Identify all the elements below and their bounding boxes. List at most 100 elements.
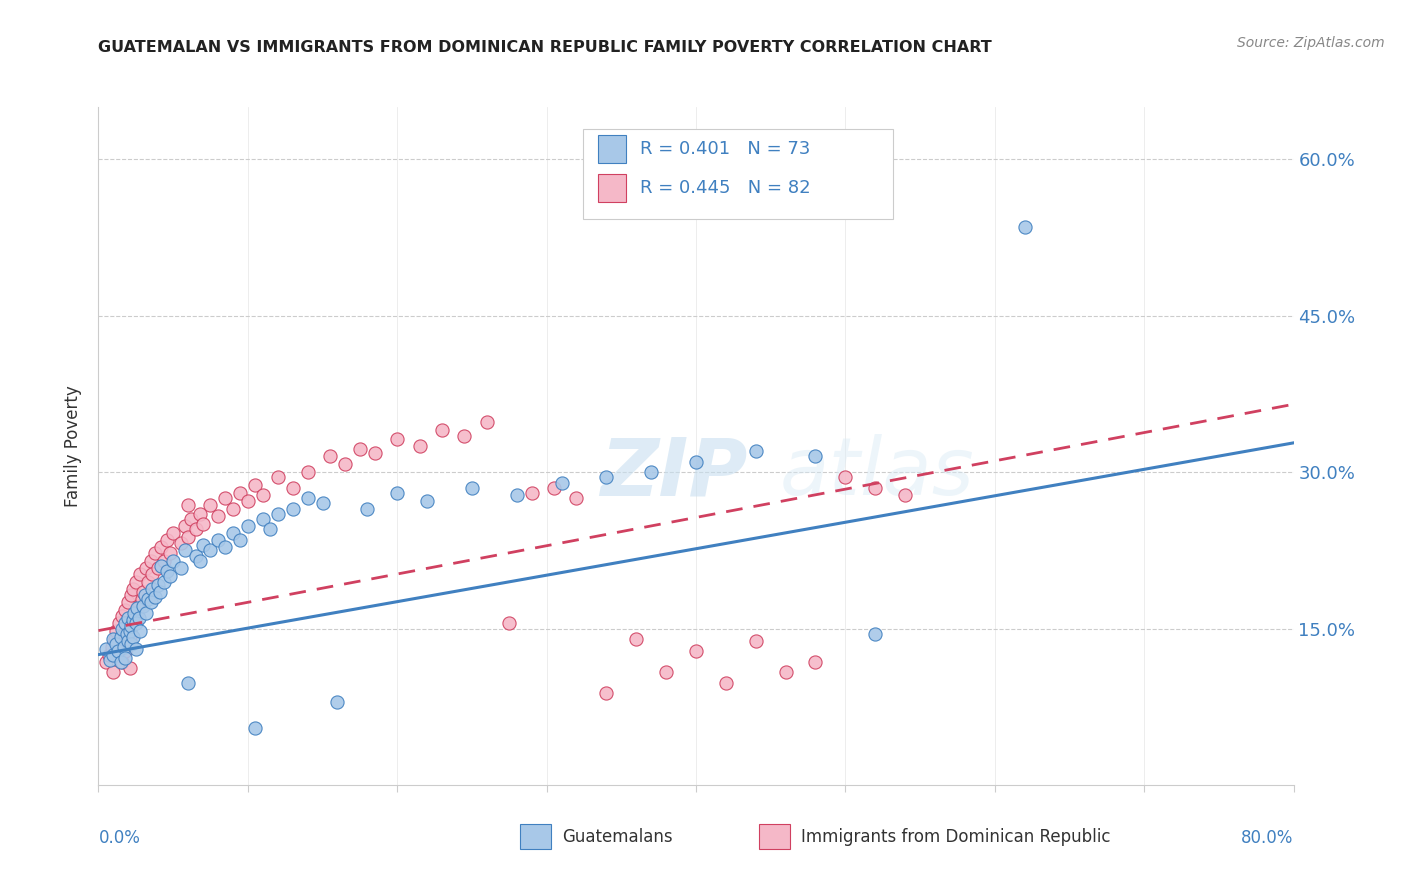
Text: R = 0.445   N = 82: R = 0.445 N = 82	[640, 179, 810, 197]
Point	[430, 423, 453, 437]
Text: Immigrants from Dominican Republic: Immigrants from Dominican Republic	[801, 828, 1111, 846]
Point	[385, 432, 409, 446]
Point	[120, 637, 142, 651]
Text: ZIP: ZIP	[600, 434, 748, 512]
Point	[153, 574, 176, 589]
Point	[108, 616, 131, 631]
Point	[150, 540, 173, 554]
Point	[153, 554, 176, 568]
Point	[245, 477, 267, 491]
Point	[148, 561, 170, 575]
Point	[177, 675, 200, 690]
Point	[685, 455, 707, 469]
Text: Guatemalans: Guatemalans	[562, 828, 673, 846]
Point	[132, 599, 155, 613]
Point	[120, 619, 142, 633]
Point	[101, 640, 124, 655]
Text: R = 0.401   N = 73: R = 0.401 N = 73	[640, 140, 810, 158]
Point	[117, 634, 139, 648]
Point	[177, 530, 200, 544]
Point	[148, 578, 170, 592]
Point	[222, 525, 245, 540]
Point	[259, 523, 281, 537]
Point	[94, 642, 117, 657]
Point	[214, 491, 236, 505]
Point	[865, 626, 887, 640]
Point	[349, 442, 371, 457]
Point	[103, 648, 125, 662]
Text: 0.0%: 0.0%	[98, 829, 141, 847]
Point	[214, 540, 236, 554]
Point	[834, 470, 856, 484]
Point	[128, 599, 150, 613]
Point	[333, 457, 356, 471]
Point	[191, 538, 214, 552]
Point	[222, 501, 245, 516]
Point	[236, 494, 259, 508]
Point	[236, 519, 259, 533]
Point	[149, 585, 172, 599]
Point	[98, 653, 122, 667]
Point	[112, 626, 135, 640]
Point	[121, 630, 143, 644]
Point	[595, 686, 617, 700]
Point	[120, 626, 142, 640]
Point	[595, 470, 617, 484]
Point	[685, 644, 707, 658]
Point	[132, 585, 155, 599]
Point	[506, 488, 529, 502]
Point	[174, 543, 197, 558]
Point	[281, 481, 304, 495]
Point	[150, 558, 173, 573]
Point	[136, 592, 159, 607]
Point	[252, 488, 274, 502]
Point	[135, 561, 157, 575]
Point	[174, 519, 197, 533]
Point	[94, 655, 117, 669]
Point	[104, 632, 127, 646]
Point	[127, 600, 149, 615]
Point	[115, 619, 138, 633]
Point	[97, 648, 120, 662]
Point	[110, 637, 132, 651]
Point	[200, 499, 222, 513]
Point	[326, 694, 349, 708]
Point	[114, 616, 136, 631]
Point	[114, 644, 136, 658]
Point	[118, 661, 141, 675]
Point	[550, 475, 572, 490]
Text: Source: ZipAtlas.com: Source: ZipAtlas.com	[1237, 36, 1385, 50]
Point	[103, 632, 125, 646]
Point	[416, 494, 439, 508]
Point	[103, 665, 125, 680]
Point	[114, 603, 136, 617]
Point	[498, 616, 520, 631]
Point	[207, 508, 229, 523]
Point	[229, 486, 252, 500]
Point	[520, 486, 543, 500]
Point	[159, 569, 181, 583]
Text: 80.0%: 80.0%	[1241, 829, 1294, 847]
Point	[111, 655, 134, 669]
Point	[180, 512, 202, 526]
Point	[114, 650, 136, 665]
Point	[110, 655, 132, 669]
Point	[117, 595, 139, 609]
Point	[127, 606, 149, 620]
Point	[110, 630, 132, 644]
Point	[311, 496, 333, 510]
Point	[107, 648, 129, 662]
Text: GUATEMALAN VS IMMIGRANTS FROM DOMINICAN REPUBLIC FAMILY POVERTY CORRELATION CHAR: GUATEMALAN VS IMMIGRANTS FROM DOMINICAN …	[98, 40, 993, 55]
Point	[129, 567, 152, 582]
Point	[297, 465, 319, 479]
Point	[188, 554, 211, 568]
Point	[177, 499, 200, 513]
Point	[252, 512, 274, 526]
Point	[319, 450, 342, 464]
Point	[894, 488, 917, 502]
Point	[125, 616, 148, 631]
Point	[105, 637, 128, 651]
Point	[655, 665, 678, 680]
Point	[112, 640, 135, 655]
Point	[207, 533, 229, 547]
